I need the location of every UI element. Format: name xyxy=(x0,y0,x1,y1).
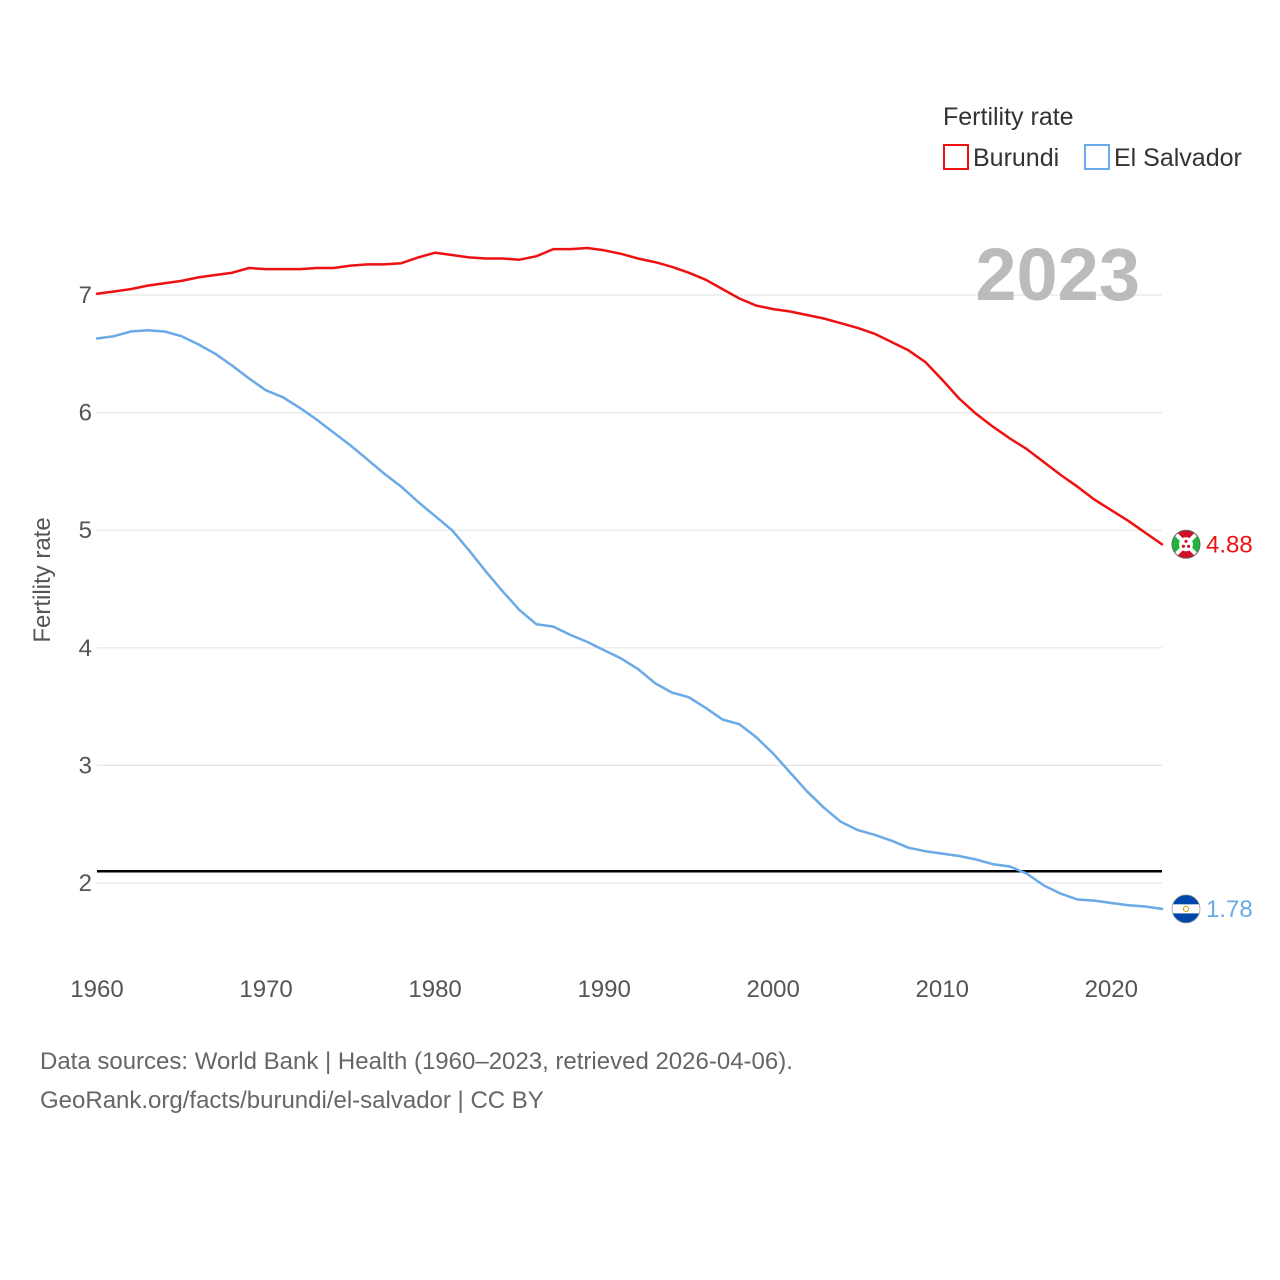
end-label-el-salvador: 1.78 xyxy=(1206,896,1253,923)
y-axis-ticks: 2 3 4 5 6 7 xyxy=(79,282,92,897)
series-line-el-salvador[interactable] xyxy=(95,329,1164,911)
burundi-flag-icon xyxy=(1171,529,1201,559)
x-tick-label-1990: 1990 xyxy=(577,976,630,1003)
legend-label-burundi: Burundi xyxy=(973,144,1059,172)
y-tick-label-2: 2 xyxy=(79,870,92,897)
x-tick-label-2000: 2000 xyxy=(746,976,799,1003)
end-label-burundi: 4.88 xyxy=(1206,531,1253,558)
x-tick-label-2010: 2010 xyxy=(916,976,969,1003)
legend: Fertility rate Burundi El Salvador xyxy=(943,103,1242,172)
legend-swatch-burundi xyxy=(943,144,969,170)
x-tick-label-1970: 1970 xyxy=(239,976,292,1003)
el-salvador-flag-icon xyxy=(1171,894,1201,924)
grid-lines xyxy=(97,294,1162,884)
x-tick-label-1980: 1980 xyxy=(408,976,461,1003)
y-tick-label-5: 5 xyxy=(79,517,92,544)
data-source-line: Data sources: World Bank | Health (1960–… xyxy=(40,1048,793,1075)
year-watermark: 2023 xyxy=(975,233,1140,316)
y-axis-title: Fertility rate xyxy=(29,517,56,642)
x-tick-label-1960: 1960 xyxy=(70,976,123,1003)
x-tick-label-2020: 2020 xyxy=(1085,976,1138,1003)
series-line-burundi[interactable] xyxy=(95,246,1164,546)
y-tick-label-4: 4 xyxy=(79,635,92,662)
legend-item-burundi[interactable]: Burundi xyxy=(943,144,1059,172)
attribution-line[interactable]: GeoRank.org/facts/burundi/el-salvador | … xyxy=(40,1087,544,1114)
legend-title: Fertility rate xyxy=(943,103,1074,131)
series-layer xyxy=(95,246,1164,911)
y-tick-label-7: 7 xyxy=(79,282,92,309)
legend-item-el-salvador[interactable]: El Salvador xyxy=(1084,144,1242,172)
y-tick-label-6: 6 xyxy=(79,400,92,427)
legend-label-el-salvador: El Salvador xyxy=(1114,144,1242,172)
legend-swatch-el-salvador xyxy=(1084,144,1110,170)
x-axis-ticks: 1960 1970 1980 1990 2000 2010 2020 xyxy=(70,976,1138,1003)
y-tick-label-3: 3 xyxy=(79,752,92,779)
